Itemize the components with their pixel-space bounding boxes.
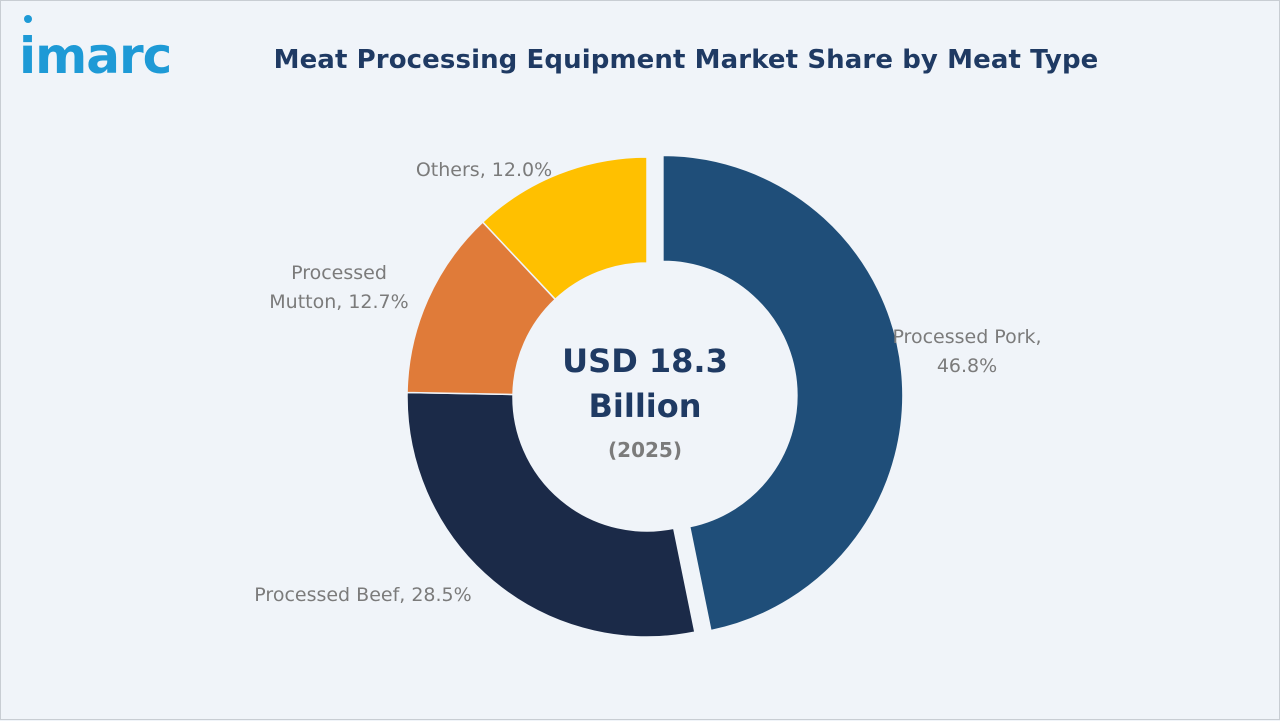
slice-processed-pork — [662, 154, 904, 632]
brand-name: imarc — [19, 27, 171, 85]
slice-label-processed-pork: Processed Pork, 46.8% — [892, 326, 1041, 377]
slice-processed-beef — [406, 391, 696, 638]
imarc-logo: imarc — [19, 15, 172, 85]
center-value: USD 18.3 — [562, 342, 728, 380]
center-unit: Billion — [588, 387, 701, 425]
slice-label-others: Others, 12.0% — [416, 159, 552, 181]
center-year: (2025) — [608, 438, 682, 462]
slice-label-processed-mutton: Processed Mutton, 12.7% — [269, 262, 408, 313]
chart-title: Meat Processing Equipment Market Share b… — [273, 45, 1099, 75]
slice-others — [481, 156, 648, 301]
slices-group — [406, 154, 904, 638]
labels-group: Processed Pork, 46.8% Processed Beef, 28.5… — [254, 159, 1041, 606]
slice-label-processed-beef: Processed Beef, 28.5% — [254, 584, 471, 606]
